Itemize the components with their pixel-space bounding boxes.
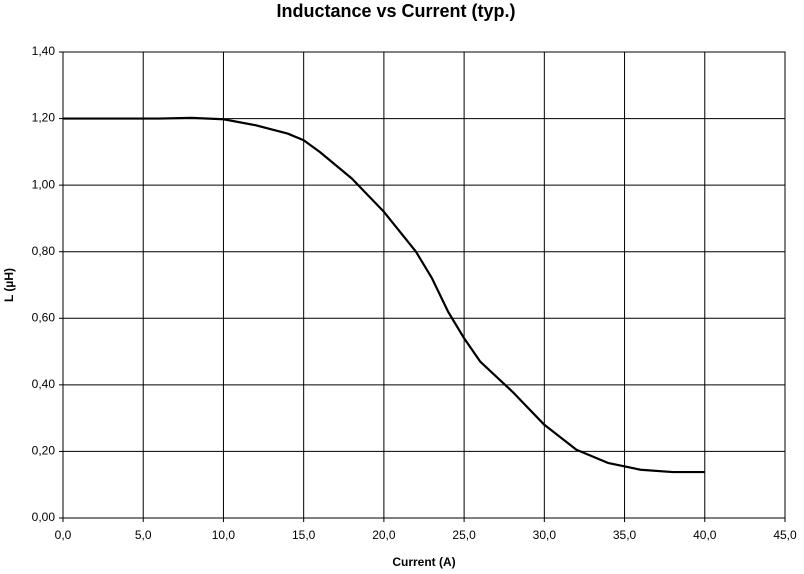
x-tick-label: 5,0 [135,528,152,542]
chart-title: Inductance vs Current (typ.) [276,1,515,21]
y-tick-label: 0,20 [32,444,56,458]
x-tick-label: 35,0 [613,528,637,542]
y-tick-label: 1,20 [32,111,56,125]
x-tick-label: 40,0 [693,528,717,542]
y-tick-label: 1,00 [32,177,56,191]
x-tick-label: 45,0 [773,528,797,542]
y-tick-label: 0,40 [32,377,56,391]
x-tick-label: 10,0 [212,528,236,542]
y-tick-label: 0,60 [32,310,56,324]
y-tick-label: 0,00 [32,510,56,524]
x-axis-label: Current (A) [392,555,455,569]
y-tick-label: 1,40 [32,44,56,58]
plot-frame [62,51,786,519]
x-tick-label: 15,0 [292,528,316,542]
data-line [63,116,705,474]
x-tick-label: 20,0 [372,528,396,542]
x-tick-label: 25,0 [452,528,476,542]
x-tick-label: 30,0 [533,528,557,542]
y-axis-label: L (µH) [2,268,16,302]
x-tick-label: 0,0 [55,528,72,542]
y-tick-label: 0,80 [32,244,56,258]
